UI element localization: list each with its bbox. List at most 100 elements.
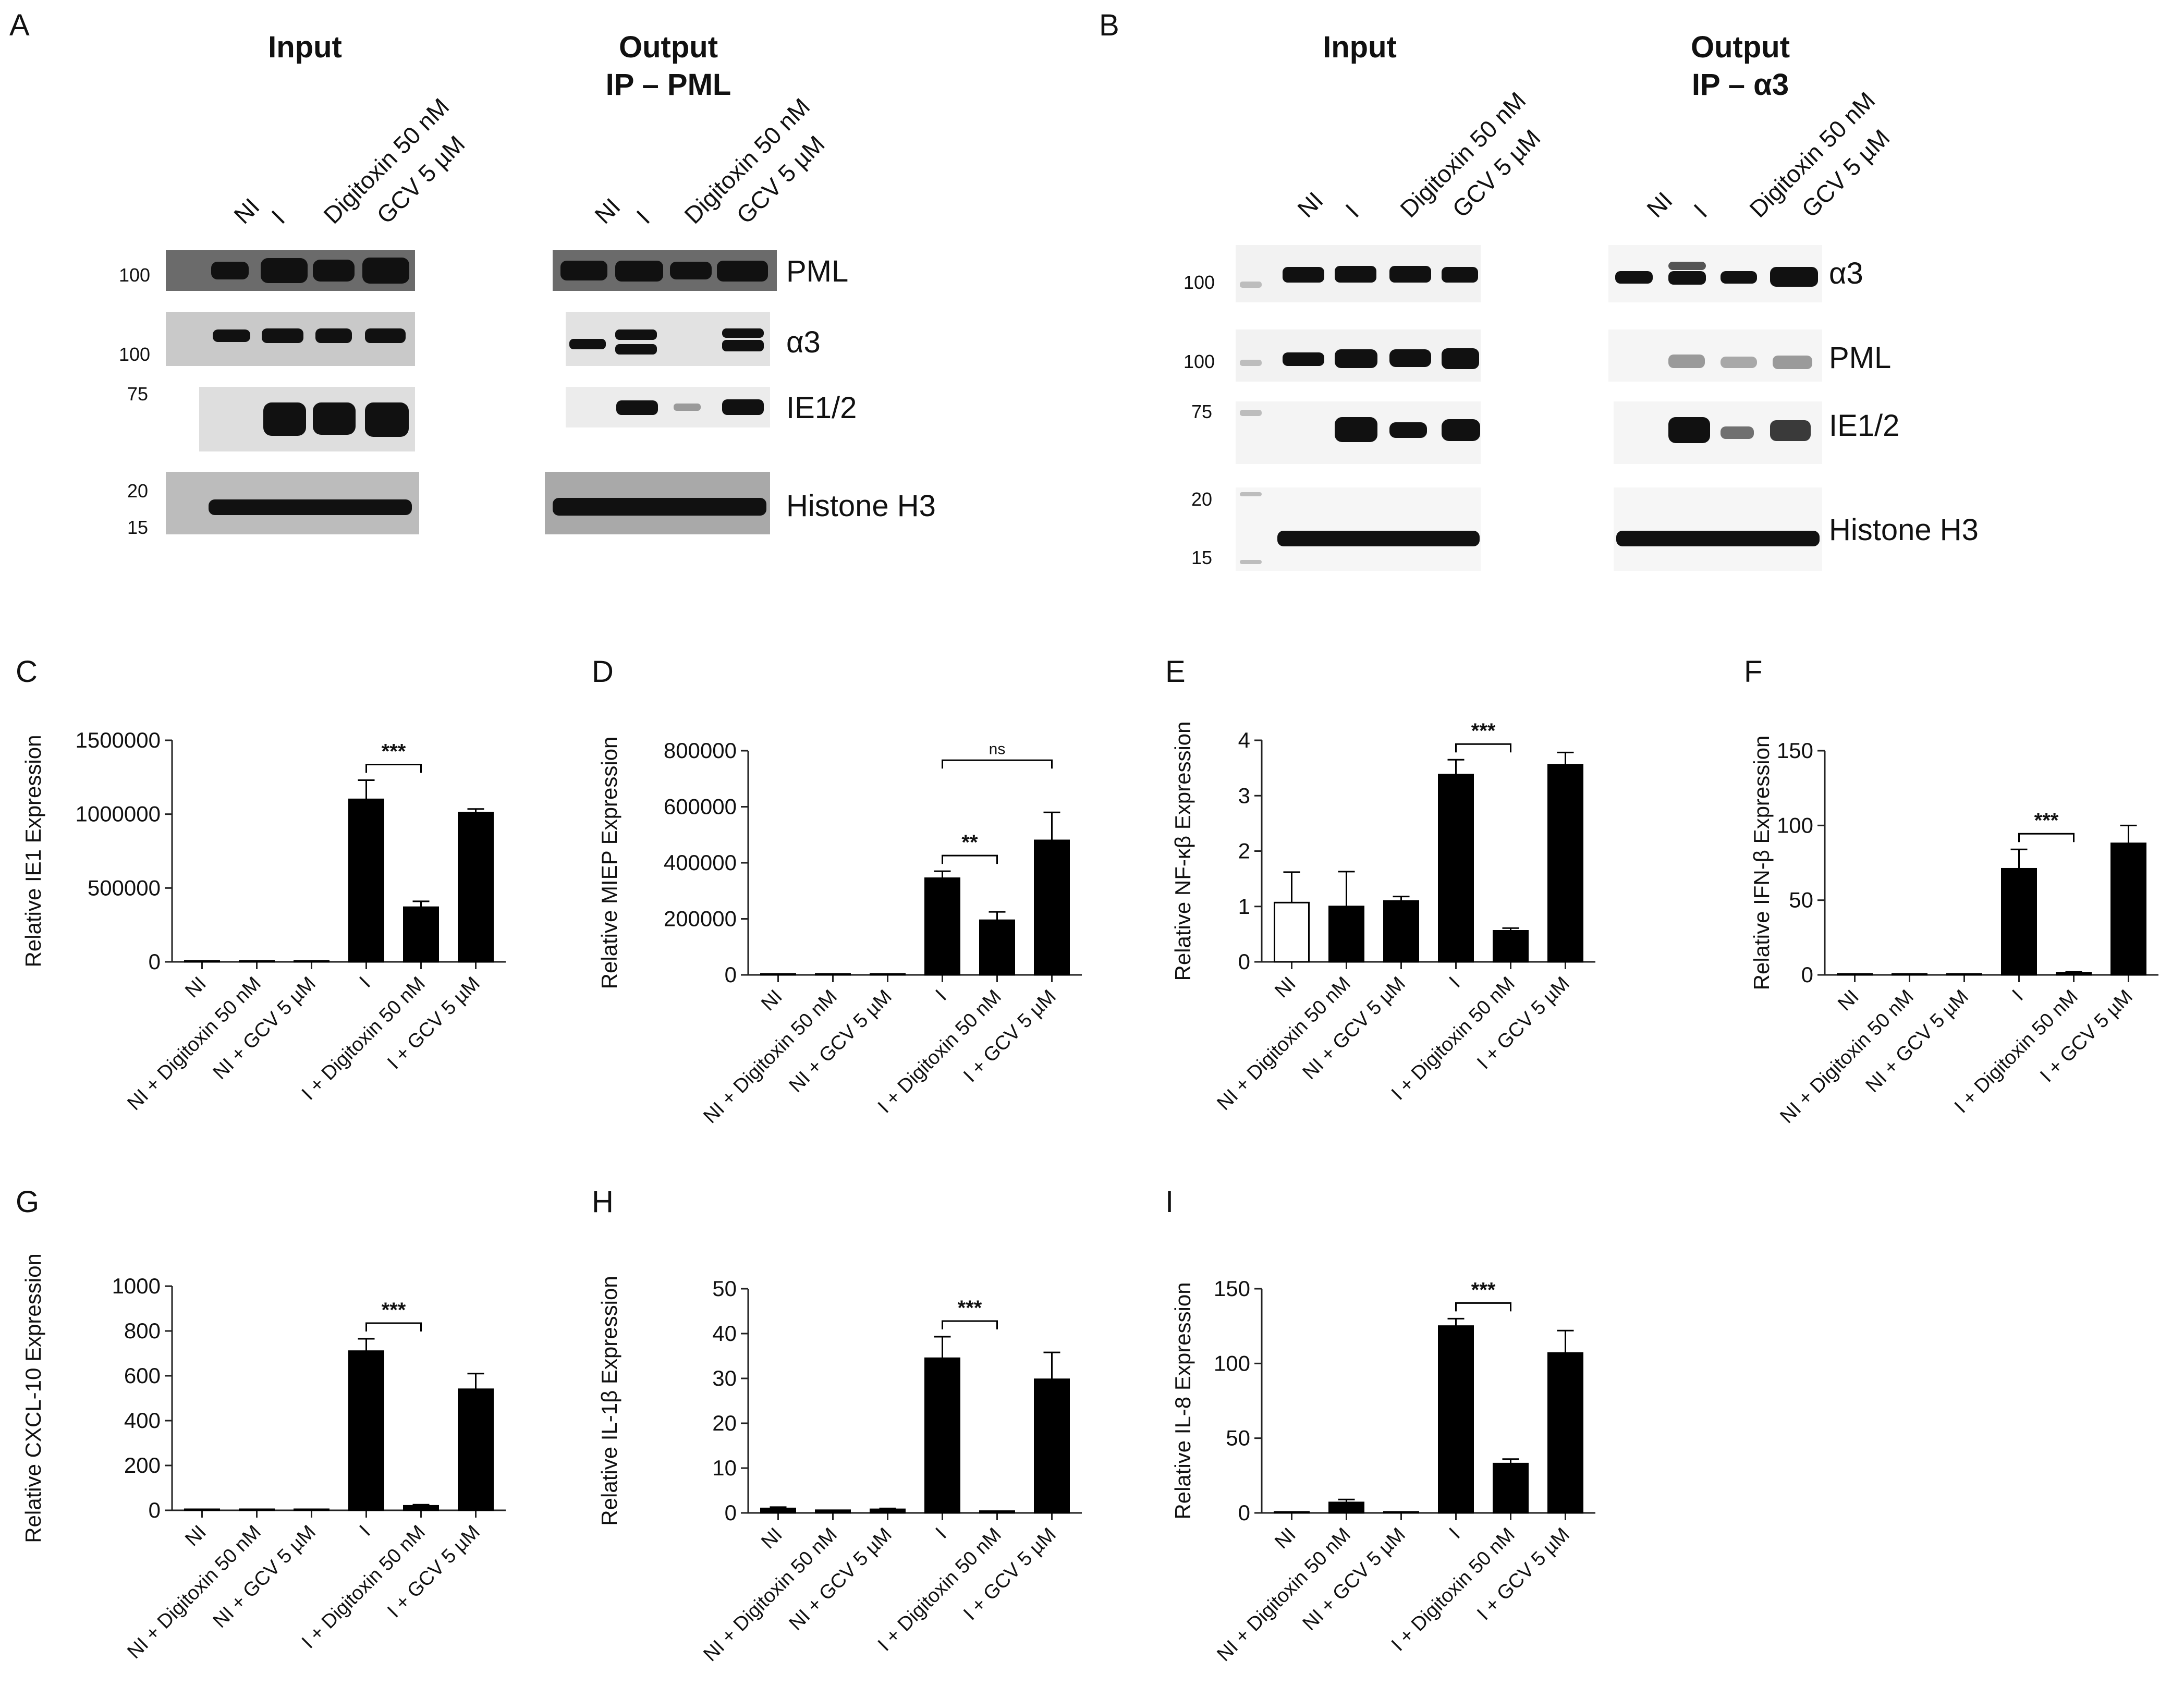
y-axis-title: Relative IE1 Expression bbox=[21, 735, 45, 968]
y-tick-label: 0 bbox=[1801, 962, 1813, 987]
significance-label: *** bbox=[382, 740, 406, 763]
y-tick-label: 800000 bbox=[664, 738, 737, 763]
bar bbox=[403, 1505, 439, 1511]
blot-a-output-title: Output bbox=[619, 30, 718, 64]
chart-d: D 0 200000 400000 600000 800000 Relative MIEP … bbox=[592, 655, 1082, 1128]
significance-label: *** bbox=[2034, 809, 2059, 832]
bar bbox=[979, 919, 1015, 976]
blot-band bbox=[1240, 282, 1262, 288]
y-tick-label: 50 bbox=[712, 1276, 737, 1301]
bar bbox=[760, 1507, 796, 1514]
significance-label: ** bbox=[961, 831, 978, 854]
blot-band bbox=[1442, 348, 1479, 369]
x-category-label: I bbox=[2008, 986, 2028, 1005]
blot-b-input-title: Input bbox=[1323, 30, 1397, 64]
x-category-label: I bbox=[356, 1521, 375, 1541]
blot-b-mw-15: 15 bbox=[1191, 547, 1212, 568]
bar bbox=[184, 1508, 220, 1511]
bar bbox=[1383, 1511, 1419, 1514]
blot-band bbox=[553, 498, 766, 516]
bar bbox=[458, 1388, 494, 1511]
x-category-label: I bbox=[932, 1524, 951, 1543]
x-category-label: NI + GCV 5 µM bbox=[209, 1521, 320, 1632]
blot-a-mw-75: 75 bbox=[127, 383, 148, 405]
blot-band bbox=[722, 399, 764, 415]
bar bbox=[239, 1508, 275, 1511]
blot-a-mw-100-b: 100 bbox=[119, 344, 150, 365]
significance-bracket bbox=[942, 854, 998, 864]
blot-band bbox=[1668, 271, 1706, 285]
blot-band bbox=[365, 328, 406, 343]
blot-band bbox=[1615, 271, 1653, 284]
chart-c: C 0 500000 1000000 1500000 Relative IE1 Expre… bbox=[16, 655, 506, 1115]
blot-b-input-lane-i: I bbox=[1340, 199, 1364, 223]
blot-b-protein-ie: IE1/2 bbox=[1829, 409, 1899, 443]
bar bbox=[760, 973, 796, 976]
blot-band bbox=[1668, 262, 1706, 270]
x-category-label: NI + GCV 5 µM bbox=[785, 1524, 896, 1635]
y-tick-label: 0 bbox=[149, 1498, 161, 1522]
significance-label: *** bbox=[1471, 1278, 1496, 1301]
blot-band bbox=[1770, 267, 1818, 287]
blot-band bbox=[1442, 419, 1480, 441]
y-axis-title: Relative IL-8 Expression bbox=[1170, 1282, 1195, 1519]
blot-band bbox=[313, 402, 356, 435]
blot-band bbox=[1773, 356, 1812, 369]
y-tick-label: 150 bbox=[1777, 738, 1813, 763]
blot-a-input-bands bbox=[209, 258, 412, 515]
y-tick-label: 30 bbox=[712, 1366, 737, 1390]
bar bbox=[1274, 1511, 1310, 1514]
blot-b-mw-100-b: 100 bbox=[1183, 351, 1215, 372]
blot-b-mw-75: 75 bbox=[1191, 401, 1212, 422]
blot-band bbox=[615, 344, 657, 355]
bar bbox=[1892, 973, 1927, 976]
blot-band bbox=[365, 402, 409, 437]
bar bbox=[184, 960, 220, 963]
significance-label: *** bbox=[1471, 719, 1496, 742]
blot-band bbox=[560, 261, 607, 280]
y-tick-label: 0 bbox=[149, 949, 161, 974]
panel-letter-c: C bbox=[16, 655, 38, 689]
bar bbox=[1438, 1325, 1474, 1514]
bar bbox=[2110, 842, 2146, 976]
panel-letter-f: F bbox=[1744, 655, 1762, 689]
y-tick-label: 1000 bbox=[112, 1274, 161, 1298]
bar bbox=[924, 1357, 960, 1514]
y-tick-label: 500000 bbox=[88, 875, 161, 900]
x-category-label: NI bbox=[757, 1524, 787, 1554]
blot-b-output-h3-strip bbox=[1614, 487, 1822, 571]
bar bbox=[979, 1510, 1015, 1514]
bar bbox=[1547, 764, 1583, 963]
x-category-label: I bbox=[1445, 973, 1465, 992]
blot-b-input-lane-ni: NI bbox=[1292, 187, 1328, 223]
blot-band bbox=[1442, 267, 1478, 283]
bar bbox=[1837, 973, 1873, 976]
y-tick-label: 600 bbox=[124, 1363, 161, 1388]
x-category-label: I bbox=[1445, 1524, 1465, 1543]
bar bbox=[458, 812, 494, 963]
panel-letter-b: B bbox=[1099, 8, 1119, 42]
blot-b-protein-pml: PML bbox=[1829, 341, 1891, 375]
y-tick-label: 20 bbox=[712, 1411, 737, 1435]
blot-band bbox=[1389, 266, 1431, 283]
panel-letter-e: E bbox=[1165, 655, 1186, 689]
y-tick-label: 3 bbox=[1238, 783, 1250, 808]
blot-band bbox=[263, 402, 306, 436]
blot-band bbox=[1616, 531, 1820, 546]
blot-band bbox=[1240, 560, 1262, 564]
blot-band bbox=[616, 400, 658, 415]
blot-b-input-bands bbox=[1240, 266, 1480, 564]
blot-b-protein-a3: α3 bbox=[1829, 256, 1863, 290]
blot-a-protein-h3: Histone H3 bbox=[786, 489, 936, 523]
blot-a-protein-pml: PML bbox=[786, 254, 848, 288]
blot-band bbox=[717, 261, 768, 282]
y-axis-title: Relative CXCL-10 Expression bbox=[21, 1253, 45, 1543]
x-category-label: NI + GCV 5 µM bbox=[209, 973, 320, 1084]
blot-band bbox=[1283, 352, 1324, 366]
blot-panel-a: A Input Output IP – PML NI I Digitoxin 5… bbox=[9, 8, 936, 538]
bar bbox=[1493, 930, 1529, 963]
blot-band bbox=[1770, 420, 1811, 441]
